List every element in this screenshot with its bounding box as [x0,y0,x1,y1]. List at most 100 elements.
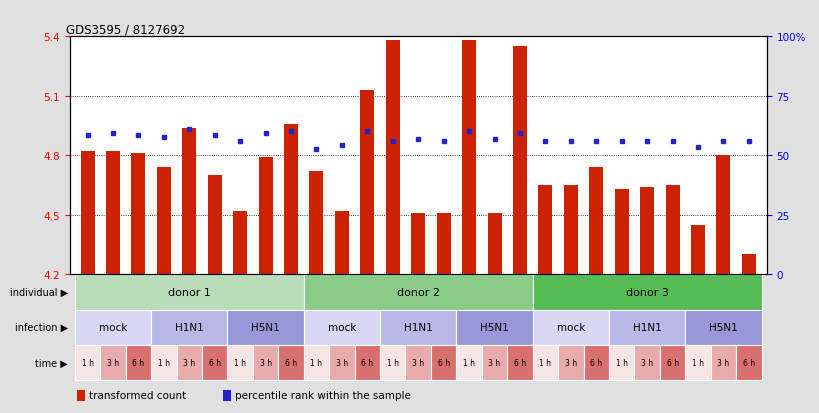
Bar [532,275,761,310]
Bar [431,345,456,380]
Bar [334,211,348,275]
Text: time ▶: time ▶ [35,357,68,368]
Bar [227,345,252,380]
Bar [640,188,654,275]
Bar [258,158,272,275]
Text: 6 h: 6 h [742,358,754,367]
Text: H5N1: H5N1 [708,322,737,332]
Bar [538,185,552,275]
Bar [410,213,425,275]
Bar [80,152,94,275]
Text: 1 h: 1 h [157,358,170,367]
Text: transformed count: transformed count [88,390,186,401]
Bar [659,345,685,380]
Text: infection ▶: infection ▶ [15,322,68,332]
Text: 1 h: 1 h [387,358,398,367]
Text: 3 h: 3 h [564,358,577,367]
Bar [436,213,450,275]
Bar [685,310,761,345]
Text: mock: mock [98,322,127,332]
Bar [360,90,373,275]
Text: donor 3: donor 3 [625,287,667,297]
Bar [507,345,532,380]
Bar [735,345,761,380]
Text: 3 h: 3 h [488,358,500,367]
Bar [563,185,577,275]
Bar [303,275,532,310]
Text: 1 h: 1 h [539,358,550,367]
Bar [379,345,405,380]
Text: 1 h: 1 h [463,358,474,367]
Text: H1N1: H1N1 [632,322,661,332]
Bar [532,310,609,345]
Bar [456,310,532,345]
Text: H5N1: H5N1 [251,322,279,332]
Bar [151,345,176,380]
Text: 3 h: 3 h [412,358,423,367]
Bar [201,345,227,380]
Bar [634,345,659,380]
Bar [151,310,227,345]
Text: 3 h: 3 h [640,358,653,367]
Bar [100,345,125,380]
Text: 3 h: 3 h [106,358,119,367]
Bar [558,345,583,380]
Text: 6 h: 6 h [590,358,602,367]
Bar [207,176,221,275]
Text: GDS3595 / 8127692: GDS3595 / 8127692 [66,23,185,36]
Text: 6 h: 6 h [361,358,373,367]
Text: H5N1: H5N1 [480,322,509,332]
Bar [309,172,323,275]
Bar [385,41,400,275]
Text: 1 h: 1 h [310,358,322,367]
Bar [75,345,100,380]
Bar [131,154,145,275]
Text: mock: mock [556,322,584,332]
Bar [182,128,196,275]
Text: 3 h: 3 h [259,358,271,367]
Bar [233,211,247,275]
Bar [176,345,201,380]
Text: 1 h: 1 h [691,358,704,367]
Bar [589,168,603,275]
Bar [125,345,151,380]
Text: 6 h: 6 h [208,358,220,367]
Text: percentile rank within the sample: percentile rank within the sample [234,390,410,401]
Bar [456,345,482,380]
Bar [354,345,379,380]
Text: donor 1: donor 1 [168,287,210,297]
Text: individual ▶: individual ▶ [10,287,68,297]
Text: 3 h: 3 h [183,358,195,367]
Bar [223,390,231,401]
Text: H1N1: H1N1 [174,322,203,332]
Bar [379,310,456,345]
Text: 3 h: 3 h [717,358,729,367]
Bar [278,345,303,380]
Bar [283,124,297,275]
Bar [609,310,685,345]
Bar [665,185,679,275]
Bar [513,47,527,275]
Bar [75,310,151,345]
Bar [156,168,170,275]
Bar [328,345,354,380]
Text: 3 h: 3 h [336,358,347,367]
Bar [303,345,328,380]
Bar [583,345,609,380]
Text: 6 h: 6 h [514,358,525,367]
Bar [614,190,628,275]
Bar [482,345,507,380]
Bar [741,255,755,275]
Bar [227,310,303,345]
Bar [405,345,431,380]
Bar [710,345,735,380]
Bar [609,345,634,380]
Bar [303,310,379,345]
Text: 6 h: 6 h [132,358,144,367]
Bar [532,345,558,380]
Bar [106,152,120,275]
Text: 6 h: 6 h [437,358,449,367]
Bar [77,390,85,401]
Text: donor 2: donor 2 [396,287,439,297]
Text: 1 h: 1 h [615,358,627,367]
